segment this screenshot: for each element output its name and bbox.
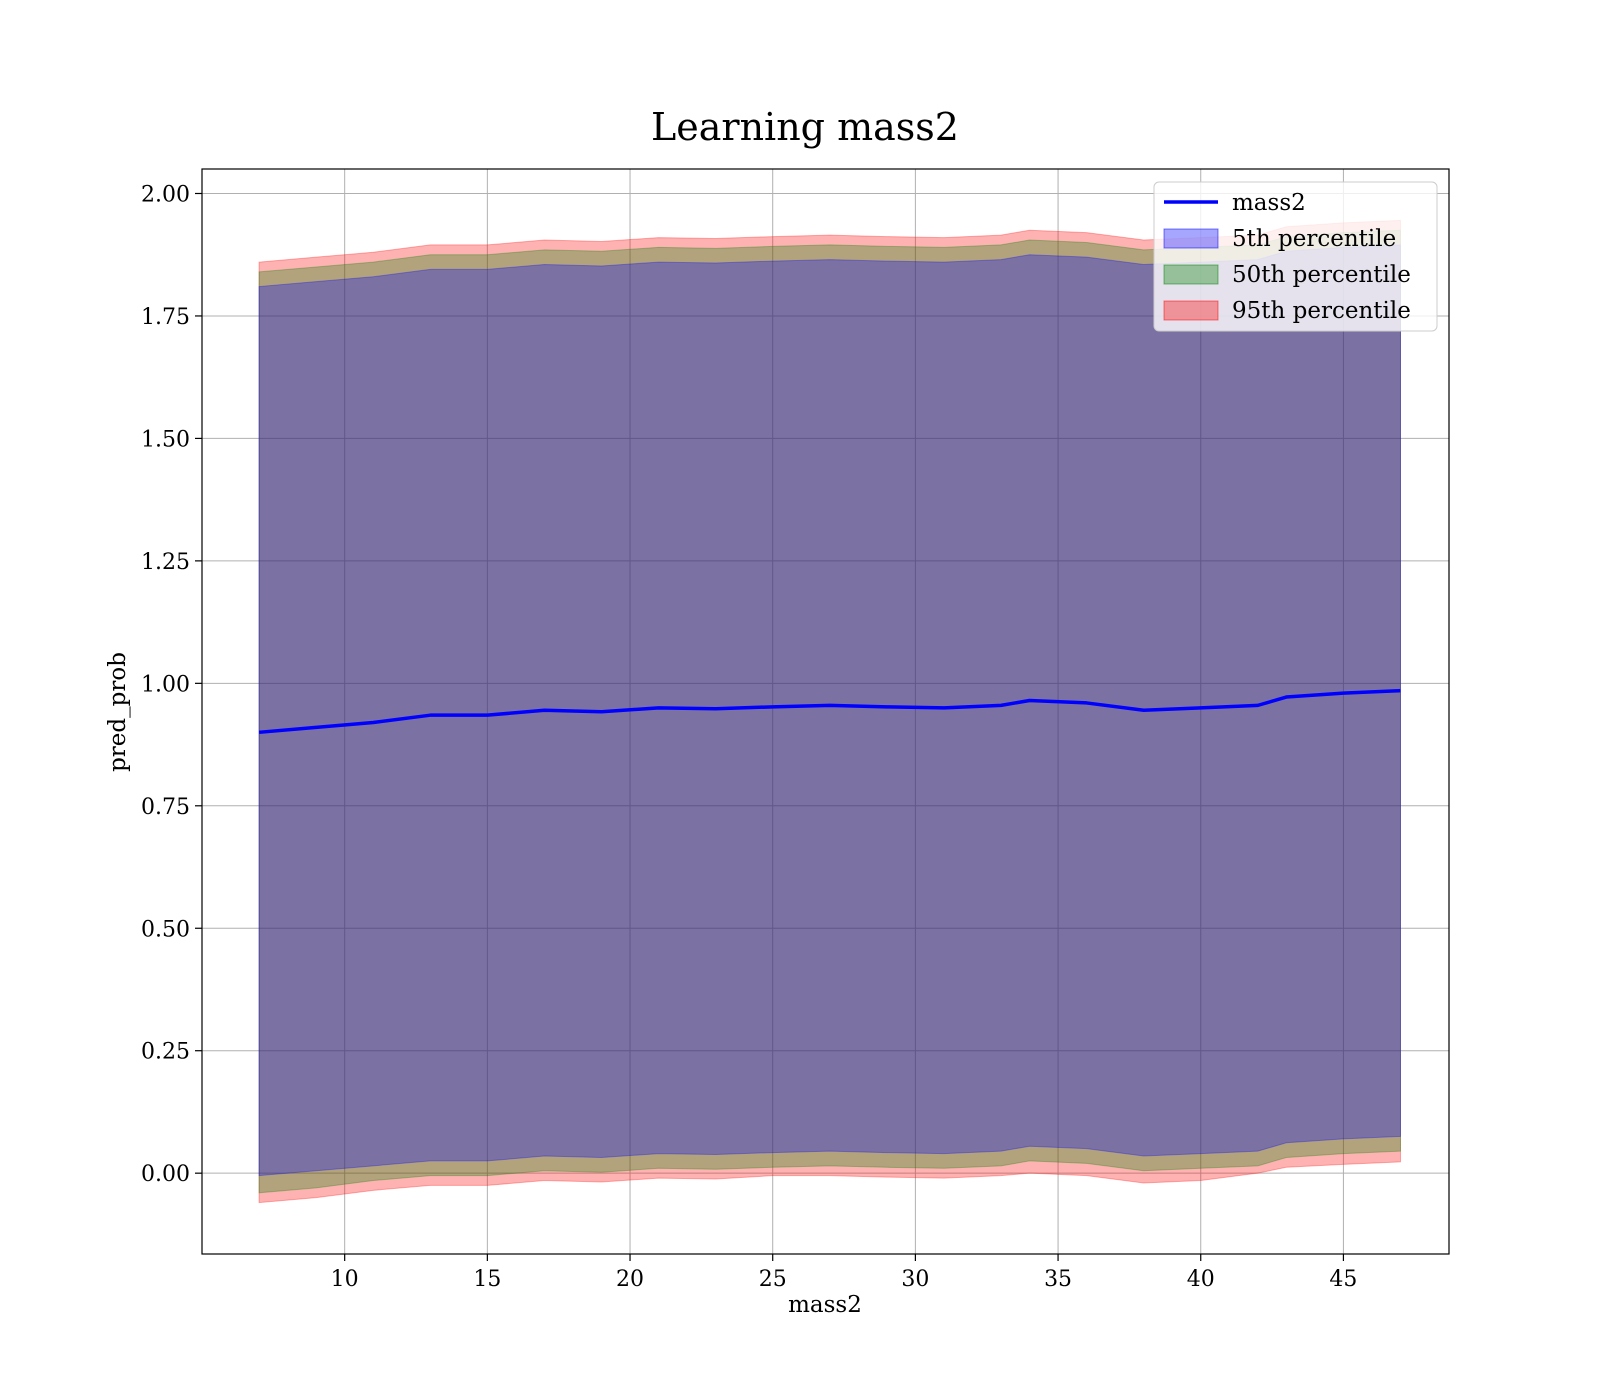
legend-swatch-50th-percentile [1163,264,1219,285]
legend-label-95th-percentile: 95th percentile [1232,298,1411,324]
band-50th-percentile [258,229,1401,1194]
x-axis-label: mass2 [788,1292,862,1318]
grid [202,169,1449,1254]
x-tick-label: 10 [331,1267,359,1292]
percentile-bands [258,219,1401,1204]
band-95th-percentile [258,219,1401,1204]
series-line-mass2 [258,688,1401,735]
band-5th-percentile [258,244,1401,1177]
y-axis-label: pred_prob [105,652,131,772]
chart-title: Learning mass2 [651,105,959,149]
x-tick-label: 45 [1329,1267,1357,1292]
y-tick-label: 1.75 [141,305,190,330]
x-tick-label: 30 [901,1267,929,1292]
y-tick-label: 0.00 [141,1162,190,1187]
axis-ticks: 10 15 20 25 30 35 40 45 0.00 0.25 0.50 0.75 1.00 1.25… [141,182,1357,1292]
y-tick-label: 1.00 [141,672,190,697]
legend: mass2 5th percentile 50th percentile 95th p… [1153,181,1438,332]
x-tick-label: 15 [473,1267,501,1292]
y-tick-label: 1.50 [141,427,190,452]
y-tick-label: 0.25 [141,1040,190,1065]
legend-swatch-95th-percentile [1163,300,1219,321]
x-tick-label: 20 [616,1267,644,1292]
y-tick-label: 0.50 [141,917,190,942]
legend-label-mass2: mass2 [1232,190,1306,216]
x-tick-label: 40 [1187,1267,1215,1292]
legend-box [1153,181,1438,332]
x-tick-label: 35 [1044,1267,1072,1292]
y-tick-label: 2.00 [141,182,190,207]
x-tick-label: 25 [759,1267,787,1292]
y-tick-label: 1.25 [141,550,190,575]
plot-frame [201,168,1450,1255]
legend-label-50th-percentile: 50th percentile [1232,262,1411,288]
series-line-group [258,688,1401,735]
y-tick-label: 0.75 [141,795,190,820]
legend-swatch-5th-percentile [1163,228,1219,249]
legend-label-5th-percentile: 5th percentile [1232,226,1396,252]
